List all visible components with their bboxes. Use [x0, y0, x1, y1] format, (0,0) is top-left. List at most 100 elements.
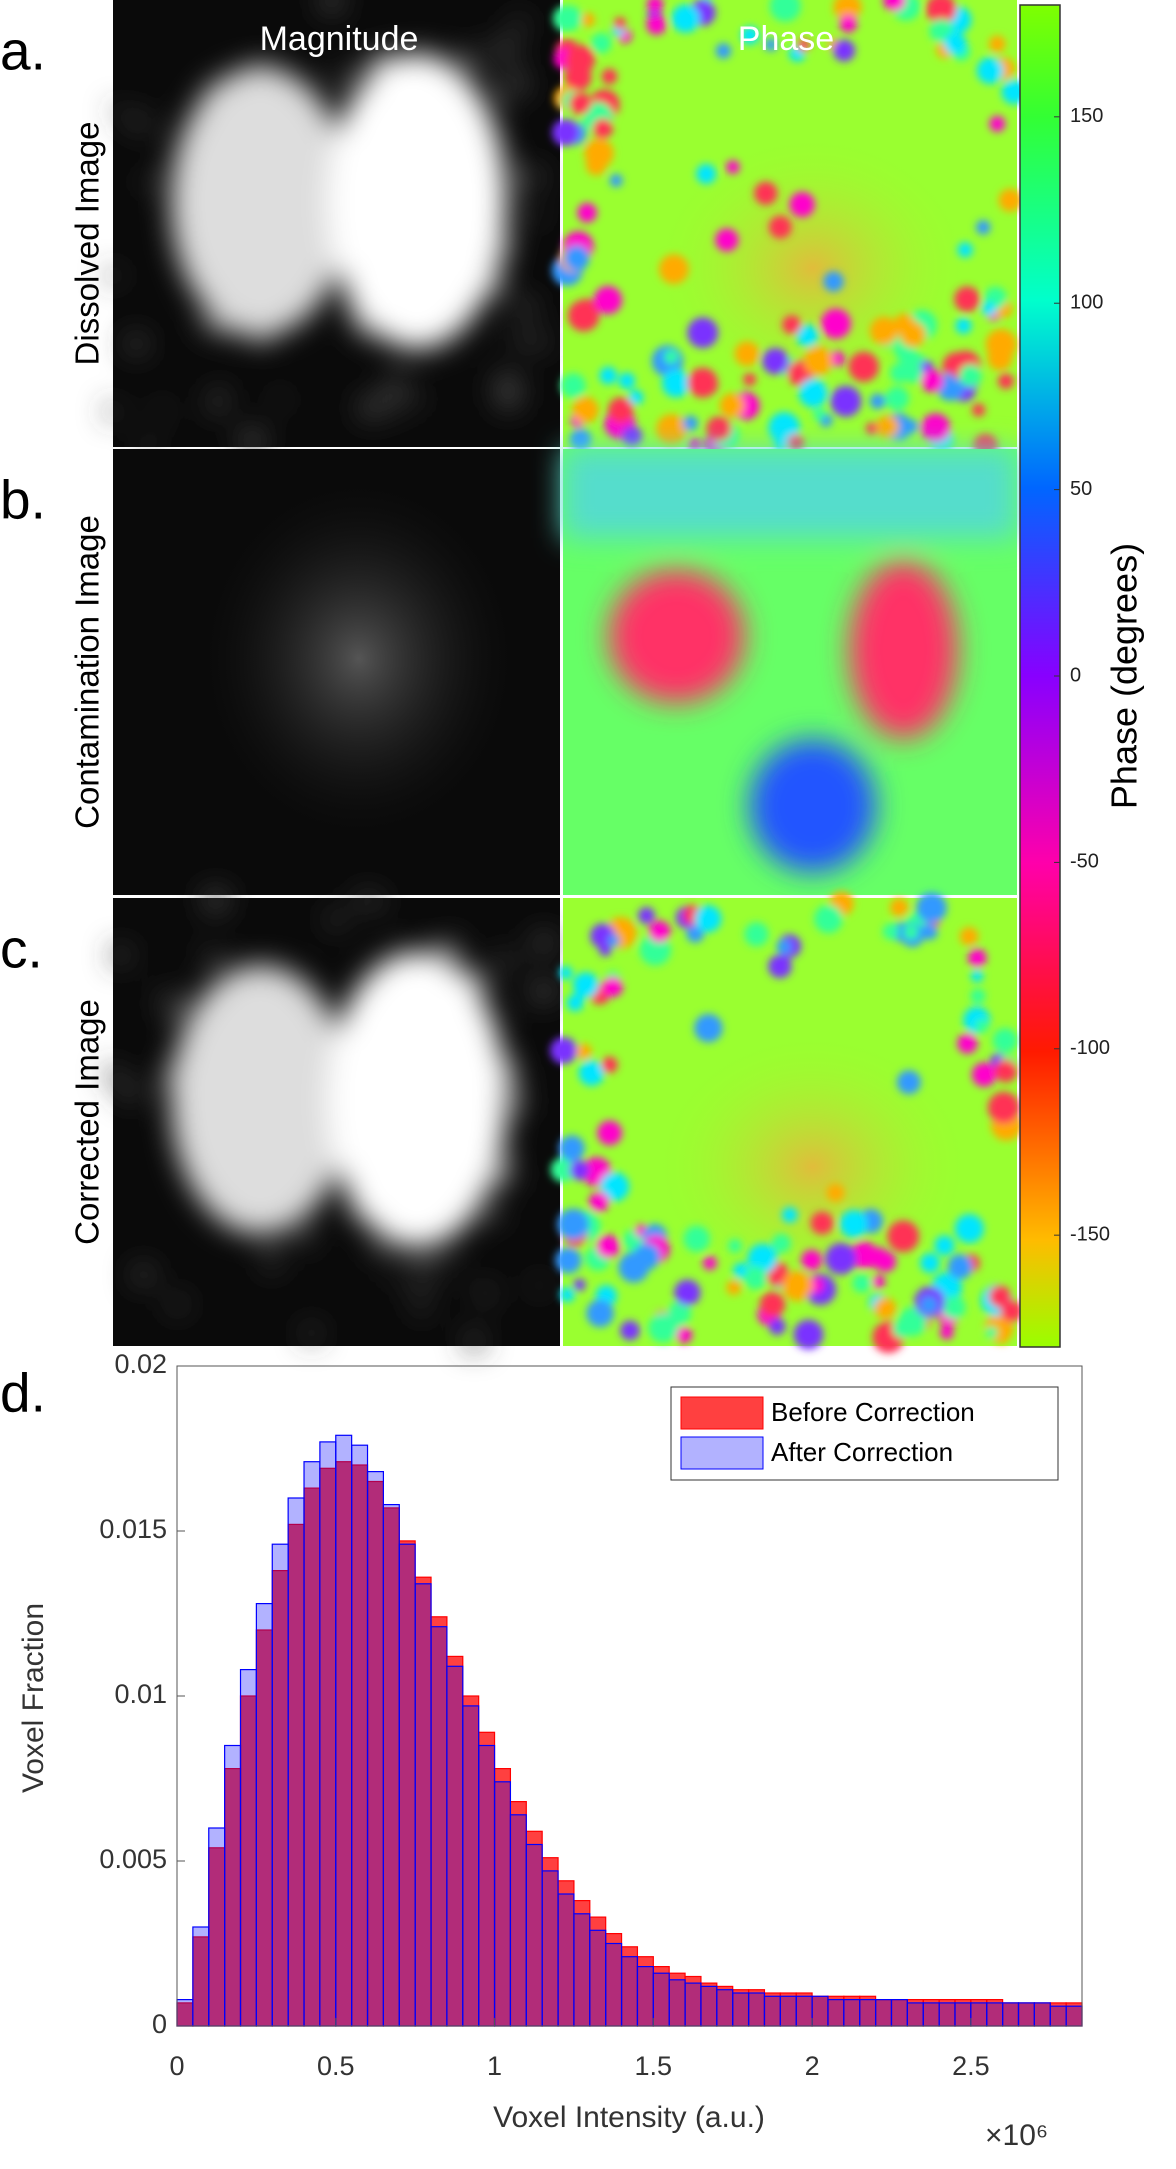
noise — [508, 1090, 531, 1112]
x-tick-label: 0 — [169, 2051, 184, 2081]
histogram-bar — [605, 1942, 623, 2027]
phase-speckle — [575, 1043, 592, 1060]
phase-speckle — [970, 969, 984, 983]
lung-left — [171, 965, 350, 1234]
phase-speckle — [869, 316, 899, 346]
noise — [334, 65, 352, 83]
phase-speckle — [981, 301, 997, 317]
phase-speckle — [885, 386, 910, 411]
colorbar-tick-label: 150 — [1070, 105, 1103, 127]
phase-speckle — [796, 324, 819, 347]
phase-speckle — [715, 43, 732, 59]
histogram-bar — [446, 1665, 464, 2027]
phase-speckle — [771, 1233, 791, 1253]
phase-speckle — [768, 215, 792, 239]
histogram-bar — [1065, 2005, 1083, 2027]
noise — [212, 387, 227, 402]
histogram-bar — [430, 1626, 448, 2027]
histogram-bar — [636, 1965, 654, 2027]
noise — [501, 241, 518, 258]
phase-speckle — [968, 948, 987, 968]
histogram-bar — [303, 1461, 321, 2027]
legend-swatch — [680, 1436, 764, 1470]
phase-speckle — [601, 68, 618, 85]
noise — [129, 112, 149, 132]
phase-speckle — [597, 1120, 623, 1146]
y-tick-label: 0 — [152, 2009, 167, 2039]
phase-speckle — [592, 118, 613, 139]
phase-speckle — [608, 397, 634, 423]
histogram-bar — [986, 2002, 1004, 2027]
noise — [494, 1161, 520, 1187]
phase-speckle — [648, 1313, 678, 1343]
series — [176, 1434, 1083, 2027]
phase-speckle — [812, 407, 826, 421]
phase-speckle — [558, 1135, 585, 1162]
phase-speckle — [559, 1287, 575, 1303]
noise — [414, 1264, 436, 1285]
phase-speckle — [941, 1295, 966, 1320]
phase-speckle — [715, 228, 739, 252]
phase-speckle — [892, 1319, 912, 1339]
phase-speckle — [882, 923, 899, 940]
phase-speckle — [696, 164, 717, 184]
phase-speckle — [889, 898, 909, 917]
phase-speckle — [954, 1214, 984, 1244]
phase-speckle — [646, 14, 667, 35]
noise — [511, 16, 528, 33]
lung-right — [327, 951, 507, 1248]
noise — [120, 1081, 141, 1101]
phase-speckle — [826, 1183, 845, 1202]
phase-speckle — [586, 1299, 614, 1328]
phase-speckle — [887, 1220, 920, 1253]
noise — [532, 1279, 546, 1292]
histogram-bar — [732, 1992, 750, 2027]
phase-speckle — [664, 349, 679, 364]
phase-speckle — [839, 1209, 868, 1238]
phase-speckle — [726, 1280, 742, 1296]
phase-speckle — [572, 396, 599, 424]
noise — [500, 1061, 523, 1085]
phase-speckle — [694, 1013, 723, 1043]
phase-speckle — [734, 341, 760, 367]
histogram-bar — [668, 1979, 686, 2027]
phase-speckle — [920, 413, 951, 443]
phase-speckle — [591, 32, 612, 54]
noise — [494, 372, 521, 398]
histogram-bar — [255, 1602, 273, 2027]
noise — [371, 1247, 385, 1261]
phase-speckle — [959, 364, 982, 387]
phase-speckle — [874, 1297, 897, 1320]
y-axis-label: Voxel Fraction — [17, 1603, 50, 1793]
phase-speckle — [764, 38, 778, 52]
phase-speckle — [618, 372, 636, 390]
noise — [464, 45, 484, 65]
phase-noise — [551, 0, 1027, 459]
phase-speckle — [943, 32, 967, 56]
x-tick-label: 1.5 — [635, 2051, 673, 2081]
colorbar-label: Phase (degrees) — [1104, 543, 1145, 809]
phase-speckle — [989, 115, 1006, 132]
histogram-bar — [478, 1744, 496, 2027]
noise — [372, 896, 385, 910]
phase-speckle — [905, 419, 919, 434]
noise — [530, 980, 554, 1004]
phase-speckle — [567, 299, 600, 332]
phase-speckle — [925, 0, 957, 25]
phase-speckle — [989, 1285, 1012, 1308]
phase-speckle — [556, 5, 583, 31]
histogram-bar — [700, 1985, 718, 2027]
colorbar-tick-label: -100 — [1070, 1037, 1110, 1059]
phase-speckle — [823, 271, 844, 292]
phase-speckle — [825, 1243, 857, 1275]
lung-shapes — [105, 0, 548, 454]
noise — [347, 1208, 360, 1220]
phase-speckle — [639, 933, 672, 966]
histogram-bar — [208, 1827, 226, 2027]
phase-speckle — [782, 315, 802, 335]
noise — [522, 166, 544, 189]
phase-speckle — [994, 1059, 1018, 1083]
histogram-bar — [1033, 2002, 1051, 2027]
magnitude-image — [113, 449, 560, 895]
